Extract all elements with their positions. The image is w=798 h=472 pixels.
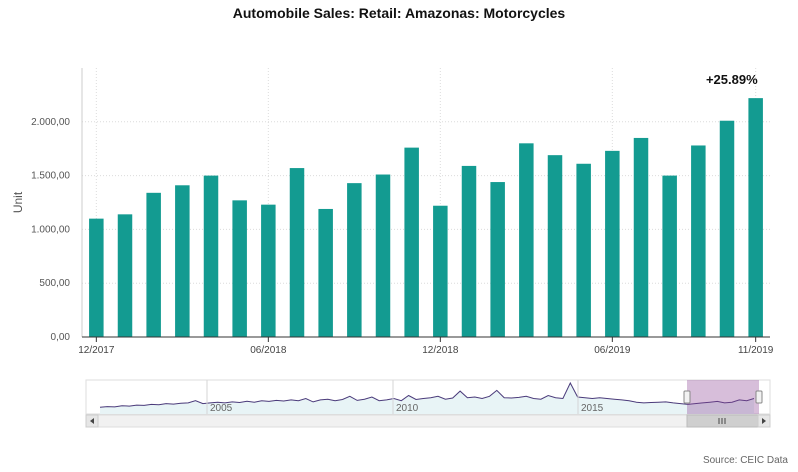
navigator-handle[interactable] [683,390,691,404]
bar [232,200,247,337]
y-tick-label: 2.000,00 [31,117,70,128]
y-tick-label: 0,00 [51,332,71,343]
bar [203,175,219,337]
y-axis-title: Unit [11,191,25,213]
x-tick-label: 06/2019 [594,345,631,356]
x-tick-label: 12/2017 [78,345,115,356]
bar [719,120,735,337]
chart-title: Automobile Sales: Retail: Amazonas: Moto… [232,5,566,21]
x-tick-label: 06/2018 [250,345,287,356]
bar [289,168,305,337]
bar [691,145,706,337]
navigator-year-label: 2015 [581,403,604,414]
x-tick-label: 12/2018 [422,345,459,356]
bar [605,150,620,337]
y-tick-label: 500,00 [39,278,70,289]
bar [261,204,276,337]
bar [576,163,591,337]
bar [490,182,505,337]
bar [461,165,477,337]
y-tick-label: 1.500,00 [31,171,70,182]
scrollbar-thumb[interactable] [686,414,760,428]
bar [347,183,362,337]
bar [433,205,448,337]
navigator-line [99,381,755,408]
bar [748,98,763,338]
scrollbar-track[interactable] [85,414,771,428]
bar [318,208,333,337]
navigator-year-label: 2010 [396,403,419,414]
bar [117,214,133,337]
source-label: Source: CEIC Data [702,455,788,466]
x-tick-label: 11/2019 [738,345,774,356]
bar [175,185,190,337]
navigator-year-label: 2005 [210,403,233,414]
arrow-left-icon [90,418,94,424]
bar [146,192,161,337]
navigator-selection[interactable] [687,380,759,414]
navigator-handle[interactable] [755,390,763,404]
bar [662,175,677,337]
bar [375,174,391,337]
bar [89,218,104,337]
arrow-right-icon [762,418,766,424]
change-annotation: +25.89% [706,72,758,87]
y-tick-label: 1.000,00 [31,224,70,235]
bar [519,143,534,337]
bar [547,155,563,337]
bar [633,137,649,337]
bar [404,147,419,337]
